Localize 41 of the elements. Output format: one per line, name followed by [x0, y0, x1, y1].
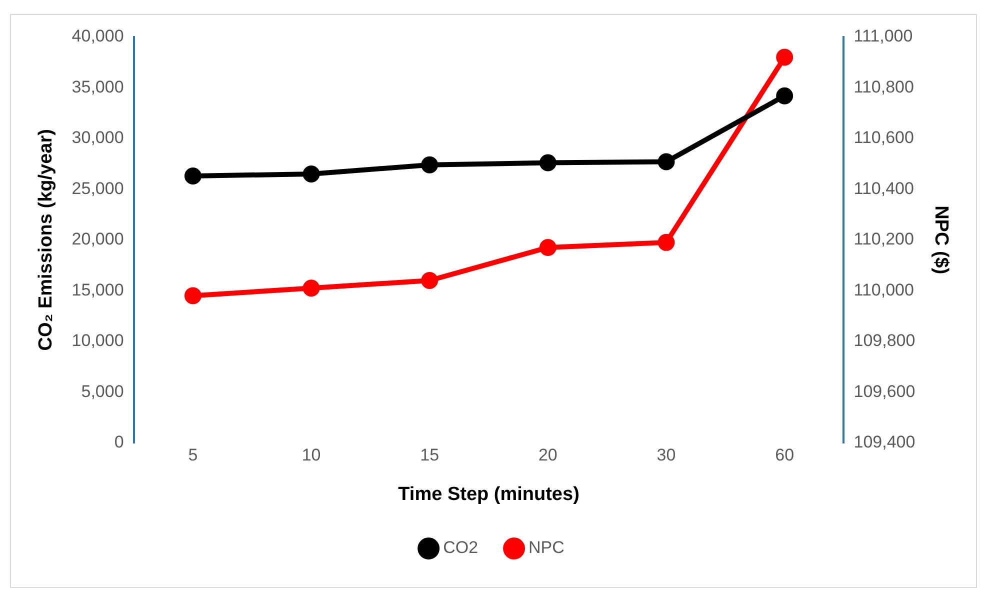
- y2-tick-label: 110,000: [854, 280, 914, 300]
- y-tick-label: 40,000: [72, 26, 124, 46]
- y2-tick-label: 109,400: [854, 432, 916, 452]
- point: [184, 287, 202, 304]
- point: [302, 280, 320, 297]
- x-tick-label: 15: [420, 446, 440, 465]
- x-tick-label: 5: [188, 446, 198, 465]
- point: [184, 167, 202, 184]
- y2-tick-label: 109,600: [854, 382, 916, 401]
- point: [302, 165, 320, 182]
- x-tick-label: 20: [538, 446, 558, 465]
- point: [776, 87, 794, 104]
- y-tick-label: 0: [114, 432, 124, 452]
- point: [658, 153, 675, 170]
- y-tick-label: 25,000: [72, 178, 124, 198]
- point: [658, 234, 675, 251]
- y-tick-label: 30,000: [72, 128, 124, 148]
- x-tick-label: 60: [775, 446, 794, 465]
- y2-axis-title: NPC ($): [930, 206, 952, 274]
- point: [776, 48, 794, 66]
- y2-tick-label: 110,400: [854, 178, 914, 198]
- y2-tick-label: 110,600: [854, 128, 914, 148]
- y-tick-label: 15,000: [72, 280, 124, 300]
- legend-label: CO2: [443, 538, 478, 558]
- y2-tick-label: 110,800: [854, 77, 914, 96]
- y2-tick-label: 111,000: [854, 26, 913, 46]
- x-tick-label: 10: [302, 446, 321, 465]
- point: [421, 272, 438, 289]
- y2-tick-label: 110,200: [854, 230, 914, 249]
- point: [421, 156, 438, 174]
- y-axis-title: CO₂ Emissions (kg/year): [36, 129, 57, 351]
- point: [539, 239, 556, 256]
- legend-label: NPC: [528, 538, 564, 558]
- x-tick-label: 30: [656, 446, 676, 465]
- x-axis-title: Time Step (minutes): [398, 484, 580, 505]
- point: [539, 154, 556, 172]
- y-tick-label: 10,000: [72, 331, 124, 350]
- y2-tick-label: 109,800: [854, 331, 916, 350]
- y-tick-label: 5,000: [81, 382, 124, 401]
- y-tick-label: 20,000: [72, 230, 124, 249]
- y-tick-label: 35,000: [72, 77, 124, 96]
